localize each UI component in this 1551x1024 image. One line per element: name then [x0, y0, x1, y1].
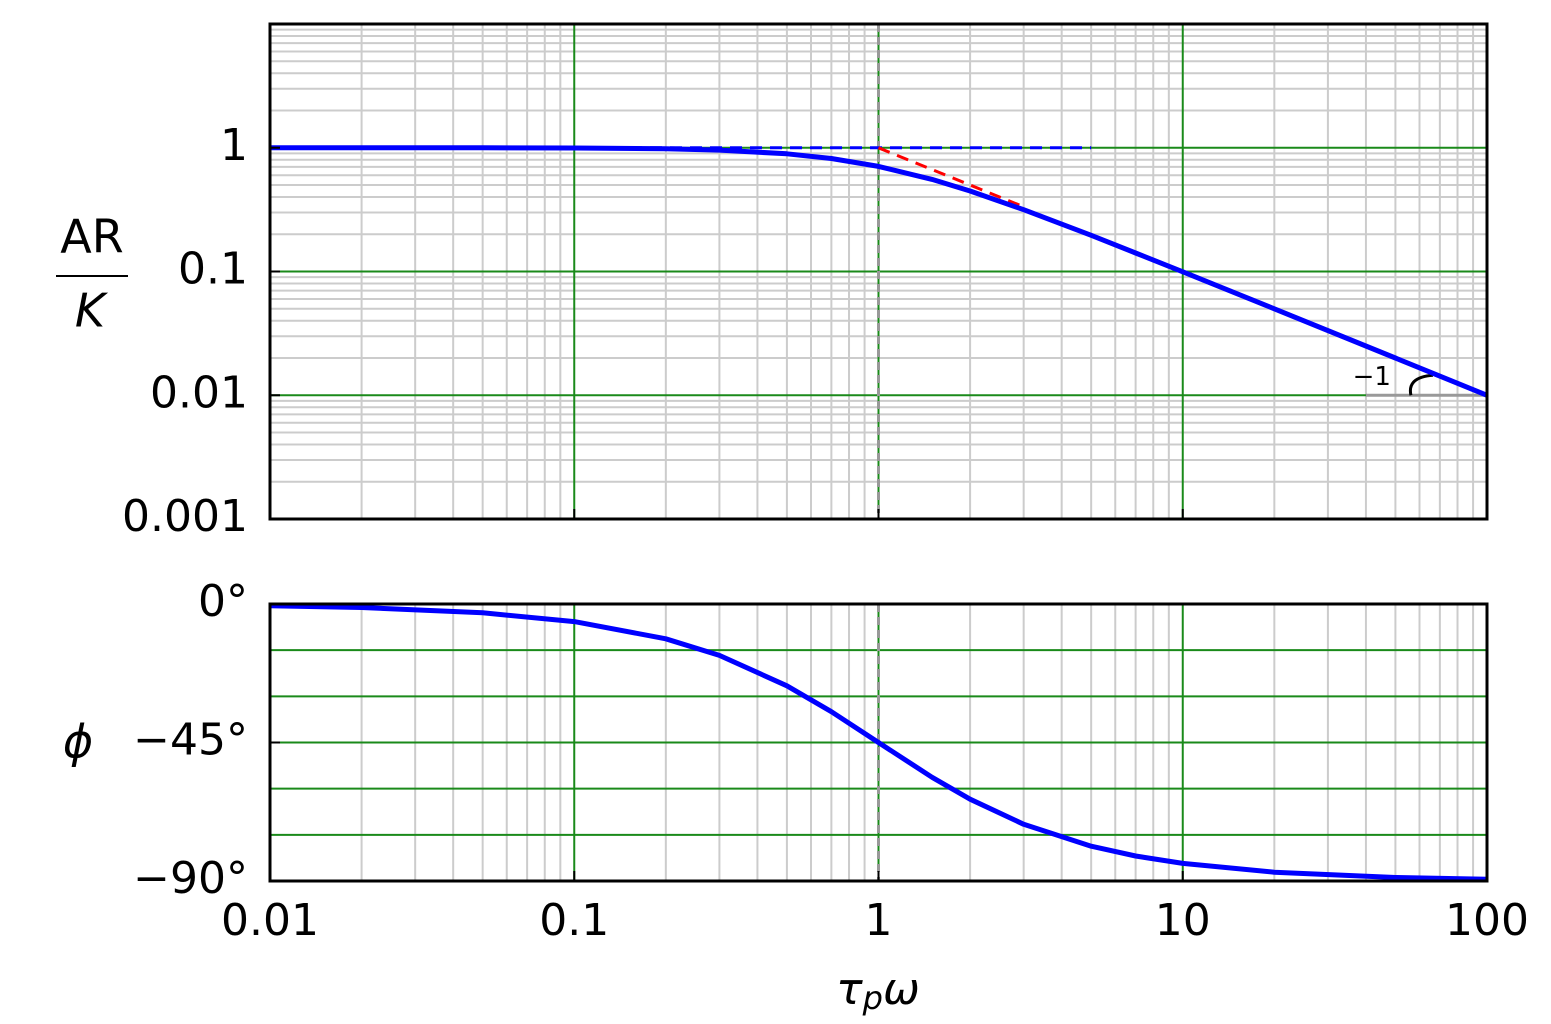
x-label-sub: p — [862, 979, 883, 1017]
x-tick-label: 0.1 — [539, 895, 609, 946]
x-tick-label: 100 — [1445, 895, 1529, 946]
y-label-denominator: K — [75, 284, 109, 338]
x-tick-label: 1 — [865, 895, 893, 946]
x-tick-label: 10 — [1155, 895, 1211, 946]
y-label-numerator: AR — [60, 210, 123, 264]
curve — [269, 603, 1488, 882]
x-label-base: τ — [836, 964, 863, 1015]
y-tick-label: 1 — [220, 120, 248, 171]
y-tick-label: 0.1 — [178, 244, 248, 295]
curve — [270, 145, 1488, 398]
y-tick-label: −45° — [133, 715, 248, 766]
y-tick-label: 0.01 — [150, 367, 248, 418]
y-tick-label: −90° — [133, 853, 248, 904]
asymptote — [877, 146, 1025, 209]
x-tick-label: 0.01 — [221, 895, 319, 946]
slope-label: −1 — [1353, 362, 1391, 392]
slope-arc — [1408, 373, 1434, 396]
x-label: τpω — [836, 964, 920, 1017]
y-tick-label: 0.001 — [122, 491, 248, 542]
y-tick-label: 0° — [198, 576, 248, 627]
y-label: ϕ — [63, 715, 93, 769]
x-label-tail: ω — [883, 964, 920, 1015]
